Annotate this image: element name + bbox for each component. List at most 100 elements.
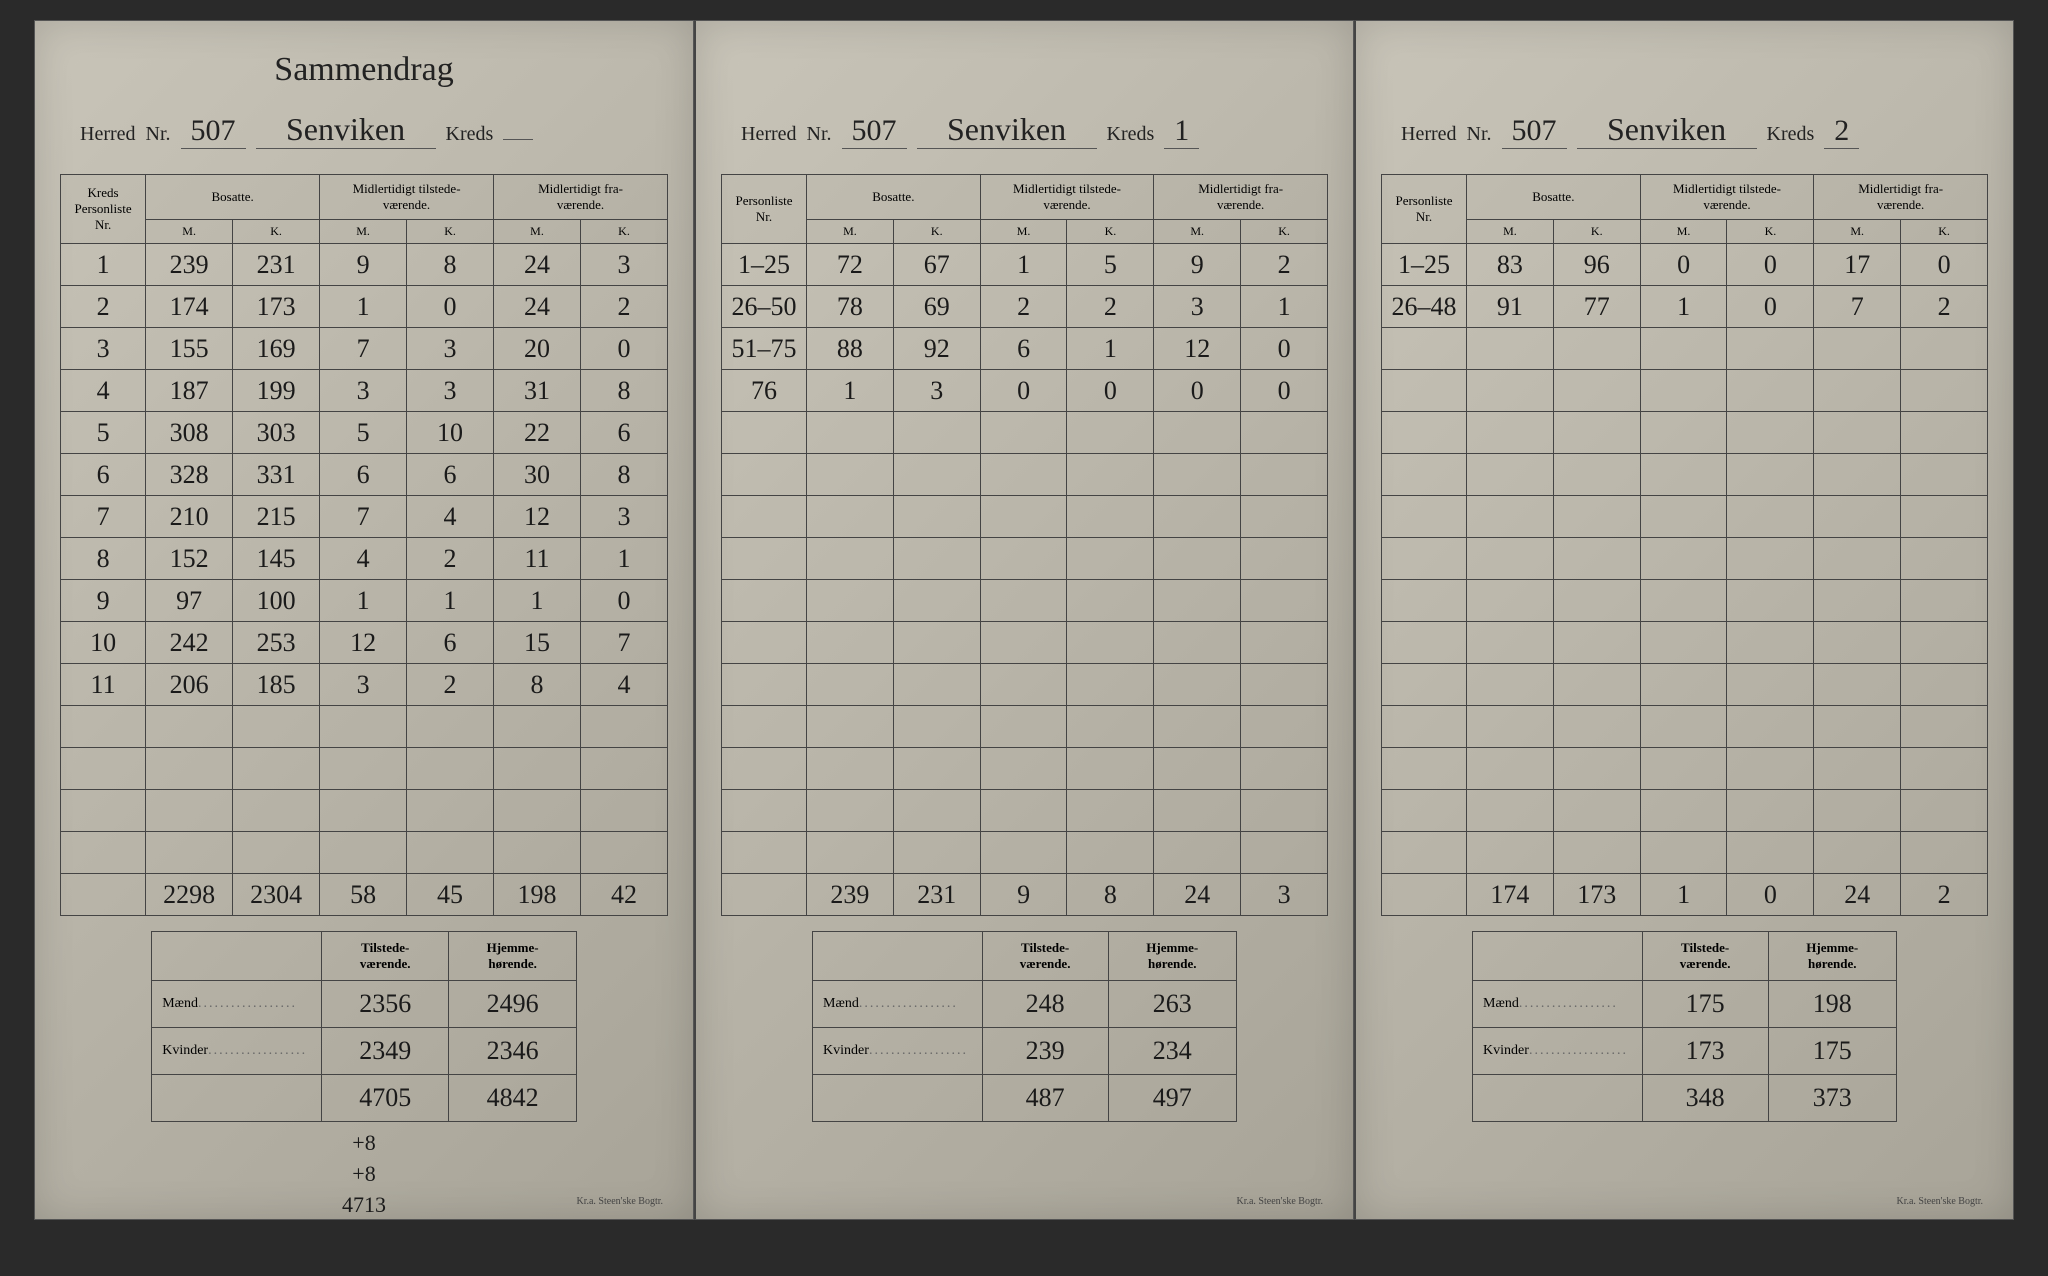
row-val: 97 (146, 580, 233, 622)
row-val: 77 (1553, 286, 1640, 328)
blank-cell (1154, 412, 1241, 454)
row-val: 5 (320, 412, 407, 454)
blank-cell (1727, 328, 1814, 370)
blank-cell (320, 748, 407, 790)
row-val: 1 (980, 244, 1067, 286)
total-cell (61, 874, 146, 916)
summary-header: Hjemme-hørende. (449, 932, 576, 981)
blank-cell (1901, 412, 1988, 454)
row-val: 15 (494, 622, 581, 664)
census-table: PersonlisteNr.Bosatte.Midlertidigt tilst… (721, 174, 1328, 916)
blank-cell (722, 580, 807, 622)
blank-cell (1814, 538, 1901, 580)
col-sub-2: M. (1640, 220, 1727, 244)
table-row: 1–25839600170 (1382, 244, 1988, 286)
table-row-blank (1382, 664, 1988, 706)
blank-cell (1640, 538, 1727, 580)
table-row: 1–2572671592 (722, 244, 1328, 286)
blank-cell (1467, 454, 1554, 496)
blank-cell (1241, 622, 1328, 664)
blank-cell (1241, 538, 1328, 580)
blank-cell (807, 664, 894, 706)
blank-cell (722, 622, 807, 664)
blank-cell (807, 790, 894, 832)
blank-cell (1467, 412, 1554, 454)
total-cell (722, 874, 807, 916)
col-sub-1: K. (893, 220, 980, 244)
blank-cell (1814, 412, 1901, 454)
summary-value: 173 (1642, 1028, 1768, 1075)
table-row-blank (1382, 580, 1988, 622)
row-nr: 76 (722, 370, 807, 412)
ledger-page-0: SammendragHerredNr.507SenvikenKredsKreds… (34, 20, 694, 1220)
blank-cell (1067, 664, 1154, 706)
row-nr: 9 (61, 580, 146, 622)
summary-row: Mænd23562496 (152, 981, 577, 1028)
summary-value: 239 (982, 1028, 1108, 1075)
herred-name: Senviken (256, 111, 436, 149)
blank-cell (1553, 454, 1640, 496)
summary-value: 4842 (449, 1075, 576, 1122)
col-group-2: Midlertidigt fra-værende. (1814, 175, 1988, 220)
blank-cell (233, 790, 320, 832)
blank-cell (1467, 748, 1554, 790)
row-val: 2 (1901, 286, 1988, 328)
row-val: 303 (233, 412, 320, 454)
table-row: 418719933318 (61, 370, 668, 412)
table-row: 51–75889261120 (722, 328, 1328, 370)
blank-cell (1901, 454, 1988, 496)
row-nr: 1–25 (722, 244, 807, 286)
blank-cell (1382, 538, 1467, 580)
total-cell: 24 (1154, 874, 1241, 916)
blank-cell (146, 790, 233, 832)
row-val: 22 (494, 412, 581, 454)
summary-label: Kvinder (152, 1028, 322, 1075)
row-val: 0 (580, 328, 667, 370)
row-val: 206 (146, 664, 233, 706)
row-val: 199 (233, 370, 320, 412)
row-val: 24 (494, 244, 581, 286)
row-val: 0 (1241, 328, 1328, 370)
col-group-1: Midlertidigt tilstede-værende. (320, 175, 494, 220)
summary-label: Mænd (1473, 981, 1643, 1028)
row-val: 145 (233, 538, 320, 580)
row-val: 4 (580, 664, 667, 706)
herred-nr: 507 (181, 114, 246, 149)
blank-cell (1553, 622, 1640, 664)
page-footer: Kr.a. Steen'ske Bogtr. (576, 1196, 663, 1207)
blank-cell (1067, 832, 1154, 874)
summary-value: 373 (1768, 1075, 1896, 1122)
summary-value: 348 (1642, 1075, 1768, 1122)
blank-cell (807, 454, 894, 496)
blank-cell (1067, 790, 1154, 832)
blank-cell (1814, 622, 1901, 664)
blank-cell (1067, 622, 1154, 664)
blank-cell (980, 706, 1067, 748)
table-row: 26–4891771072 (1382, 286, 1988, 328)
herred-name: Senviken (917, 111, 1097, 149)
col-header-nr: KredsPersonlisteNr. (61, 175, 146, 244)
table-row-blank (722, 580, 1328, 622)
row-val: 0 (1241, 370, 1328, 412)
blank-cell (980, 832, 1067, 874)
blank-cell (1727, 580, 1814, 622)
row-nr: 11 (61, 664, 146, 706)
blank-cell (980, 622, 1067, 664)
row-val: 8 (580, 454, 667, 496)
blank-cell (1553, 496, 1640, 538)
total-cell: 198 (494, 874, 581, 916)
blank-cell (1154, 496, 1241, 538)
blank-cell (61, 832, 146, 874)
row-val: 8 (580, 370, 667, 412)
col-sub-3: K. (1067, 220, 1154, 244)
table-row-blank (1382, 706, 1988, 748)
blank-cell (1727, 370, 1814, 412)
row-val: 2 (1241, 244, 1328, 286)
row-val: 20 (494, 328, 581, 370)
blank-cell (1640, 412, 1727, 454)
summary-table: Tilstede-værende.Hjemme-hørende.Mænd2356… (151, 931, 577, 1122)
row-val: 2 (1067, 286, 1154, 328)
summary-row: Kvinder23492346 (152, 1028, 577, 1075)
summary-label: Kvinder (1473, 1028, 1643, 1075)
row-val: 8 (407, 244, 494, 286)
